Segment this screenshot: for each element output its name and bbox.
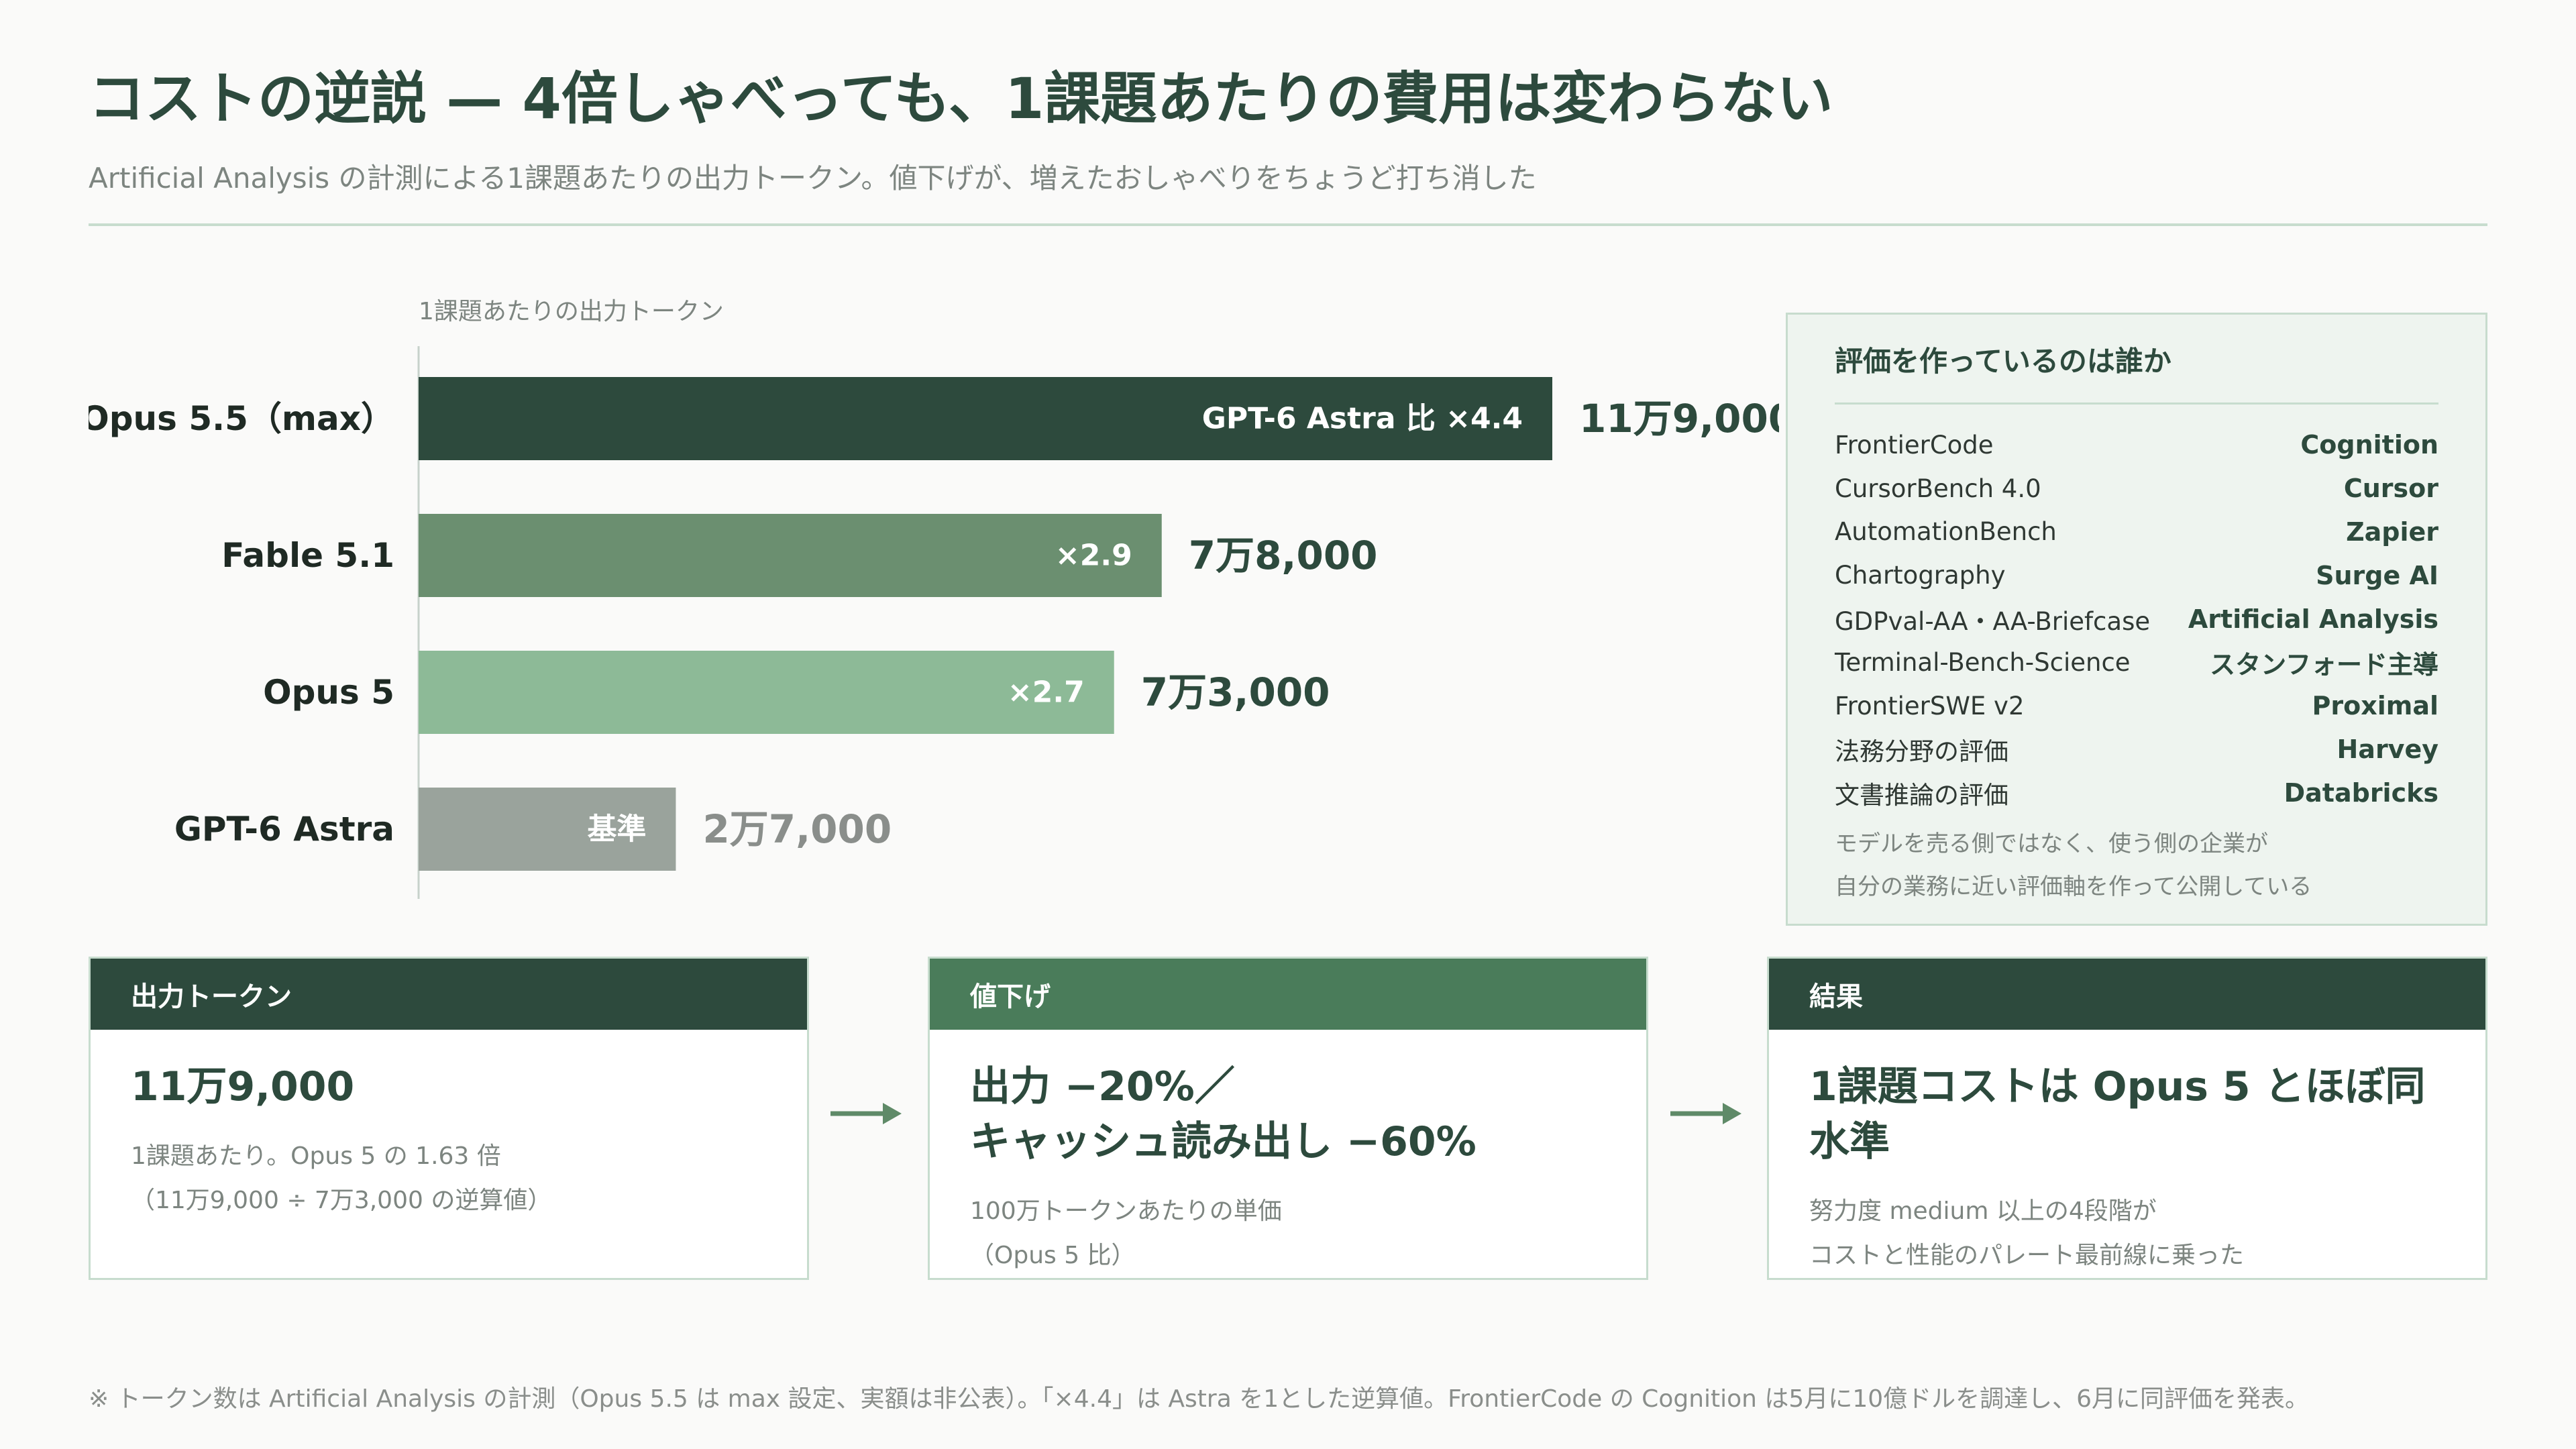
- value-label: 7万8,000: [1189, 533, 1378, 578]
- evaluator-row: AutomationBench Zapier: [1835, 511, 2438, 554]
- evaluator-row: GDPval-AA・AA-Briefcase Artificial Analysi…: [1835, 597, 2438, 641]
- category-label: Fable 5.1: [221, 536, 394, 575]
- card-sub-line: 1課題あたり。Opus 5 の 1.63 倍: [131, 1142, 501, 1170]
- in-bar-label: 基準: [587, 812, 646, 847]
- category-label: Opus 5: [263, 673, 394, 712]
- page-title: コストの逆説 — 4倍しゃべっても、1課題あたりの費用は変わらない: [89, 66, 1833, 131]
- evaluator-org: Databricks: [2284, 777, 2438, 808]
- arrow-right-icon: [1670, 1103, 1741, 1124]
- card-main-text: 11万9,000: [131, 1059, 767, 1114]
- card-sub-line: コストと性能のパレート最前線に乗った: [1809, 1242, 2245, 1269]
- card-sub-line: （Opus 5 比）: [970, 1242, 1136, 1269]
- evaluator-org: Surge AI: [2316, 560, 2438, 590]
- benchmark-name: AutomationBench: [1835, 517, 2057, 547]
- evaluator-list: FrontierCode Cognition CursorBench 4.0 Cur…: [1835, 423, 2438, 814]
- evaluator-org: Cursor: [2343, 474, 2438, 504]
- benchmark-name: 法務分野の評価: [1835, 737, 2008, 766]
- bar: [419, 651, 1114, 734]
- card-sub-line: 100万トークンあたりの単価: [970, 1197, 1282, 1225]
- card-sub-text: 1課題あたり。Opus 5 の 1.63 倍 （11万9,000 ÷ 7万3,0…: [131, 1134, 767, 1223]
- page-subtitle: Artificial Analysis の計測による1課題あたりの出力トークン。…: [89, 162, 1537, 195]
- evaluator-org: Proximal: [2312, 691, 2439, 721]
- category-label: Opus 5.5（max）: [89, 399, 394, 438]
- in-bar-label: ×2.7: [1008, 676, 1085, 710]
- card-output-tokens: 出力トークン 11万9,000 1課題あたり。Opus 5 の 1.63 倍 （…: [89, 957, 809, 1280]
- panel-note-line: モデルを売る側ではなく、使う側の企業が: [1835, 830, 2268, 858]
- evaluator-row: 法務分野の評価 Harvey: [1835, 728, 2438, 771]
- panel-note: モデルを売る側ではなく、使う側の企業が 自分の業務に近い評価軸を作って公開してい…: [1835, 822, 2438, 908]
- header-divider: [89, 223, 2487, 226]
- value-label: 2万7,000: [702, 806, 892, 852]
- in-bar-label: ×2.9: [1055, 539, 1132, 573]
- evaluator-row: CursorBench 4.0 Cursor: [1835, 467, 2438, 511]
- evaluator-row: 文書推論の評価 Databricks: [1835, 771, 2438, 814]
- footnote: ※ トークン数は Artificial Analysis の計測（Opus 5.…: [89, 1385, 2310, 1413]
- in-bar-label: GPT-6 Astra 比 ×4.4: [1202, 402, 1523, 436]
- card-sub-line: （11万9,000 ÷ 7万3,000 の逆算値）: [131, 1187, 552, 1214]
- benchmark-name: 文書推論の評価: [1835, 780, 2008, 810]
- benchmark-name: FrontierSWE v2: [1835, 691, 2025, 720]
- evaluator-org: Artificial Analysis: [2188, 604, 2438, 634]
- card-price-cut: 値下げ 出力 −20%／ キャッシュ読み出し −60% 100万トークンあたりの…: [928, 957, 1648, 1280]
- bar: [419, 377, 1552, 460]
- card-main-line: 出力 −20%／: [970, 1063, 1235, 1110]
- category-label: GPT-6 Astra: [174, 810, 394, 849]
- panel-divider: [1835, 402, 2438, 405]
- card-main-text: 出力 −20%／ キャッシュ読み出し −60%: [970, 1059, 1606, 1169]
- evaluator-row: FrontierCode Cognition: [1835, 423, 2438, 467]
- card-main-line: 11万9,000: [131, 1063, 355, 1110]
- evaluator-org: スタンフォード主導: [2210, 649, 2438, 680]
- panel-title: 評価を作っているのは誰か: [1835, 345, 2171, 378]
- bar: [419, 788, 676, 871]
- card-main-line: キャッシュ読み出し −60%: [970, 1118, 1477, 1165]
- card-main-line: 1課題コストは Opus 5 とほぼ同水準: [1809, 1063, 2426, 1165]
- evaluator-org: Harvey: [2337, 734, 2439, 764]
- evaluator-panel: 評価を作っているのは誰か FrontierCode Cognition Curso…: [1786, 313, 2487, 926]
- evaluator-row: Chartography Surge AI: [1835, 553, 2438, 597]
- card-header: 出力トークン: [91, 959, 807, 1030]
- card-main-text: 1課題コストは Opus 5 とほぼ同水準: [1809, 1059, 2445, 1169]
- benchmark-name: CursorBench 4.0: [1835, 474, 2041, 503]
- evaluator-row: FrontierSWE v2 Proximal: [1835, 684, 2438, 728]
- evaluator-org: Cognition: [2300, 430, 2438, 460]
- evaluator-org: Zapier: [2346, 517, 2438, 547]
- card-result: 結果 1課題コストは Opus 5 とほぼ同水準 努力度 medium 以上の4…: [1767, 957, 2487, 1280]
- value-label: 7万3,000: [1141, 669, 1330, 715]
- card-sub-text: 100万トークンあたりの単価 （Opus 5 比）: [970, 1189, 1606, 1278]
- arrow-right-icon: [830, 1103, 902, 1124]
- benchmark-name: Chartography: [1835, 561, 2006, 590]
- card-header: 結果: [1769, 959, 2485, 1030]
- evaluator-row: Terminal-Bench-Science スタンフォード主導: [1835, 641, 2438, 684]
- benchmark-name: FrontierCode: [1835, 430, 1994, 460]
- panel-note-line: 自分の業務に近い評価軸を作って公開している: [1835, 873, 2312, 901]
- value-label: 11万9,000: [1579, 396, 1779, 441]
- card-sub-text: 努力度 medium 以上の4段階が コストと性能のパレート最前線に乗った: [1809, 1189, 2445, 1278]
- benchmark-name: Terminal-Bench-Science: [1835, 647, 2131, 677]
- bar: [419, 514, 1162, 597]
- axis-label: 1課題あたりの出力トークン: [419, 298, 724, 325]
- benchmark-name: GDPval-AA・AA-Briefcase: [1835, 606, 2151, 636]
- card-sub-line: 努力度 medium 以上の4段階が: [1809, 1197, 2157, 1225]
- token-bar-chart: 1課題あたりの出力トークン Opus 5.5（max） GPT-6 Astra 比 …: [89, 298, 1779, 899]
- card-header: 値下げ: [930, 959, 1646, 1030]
